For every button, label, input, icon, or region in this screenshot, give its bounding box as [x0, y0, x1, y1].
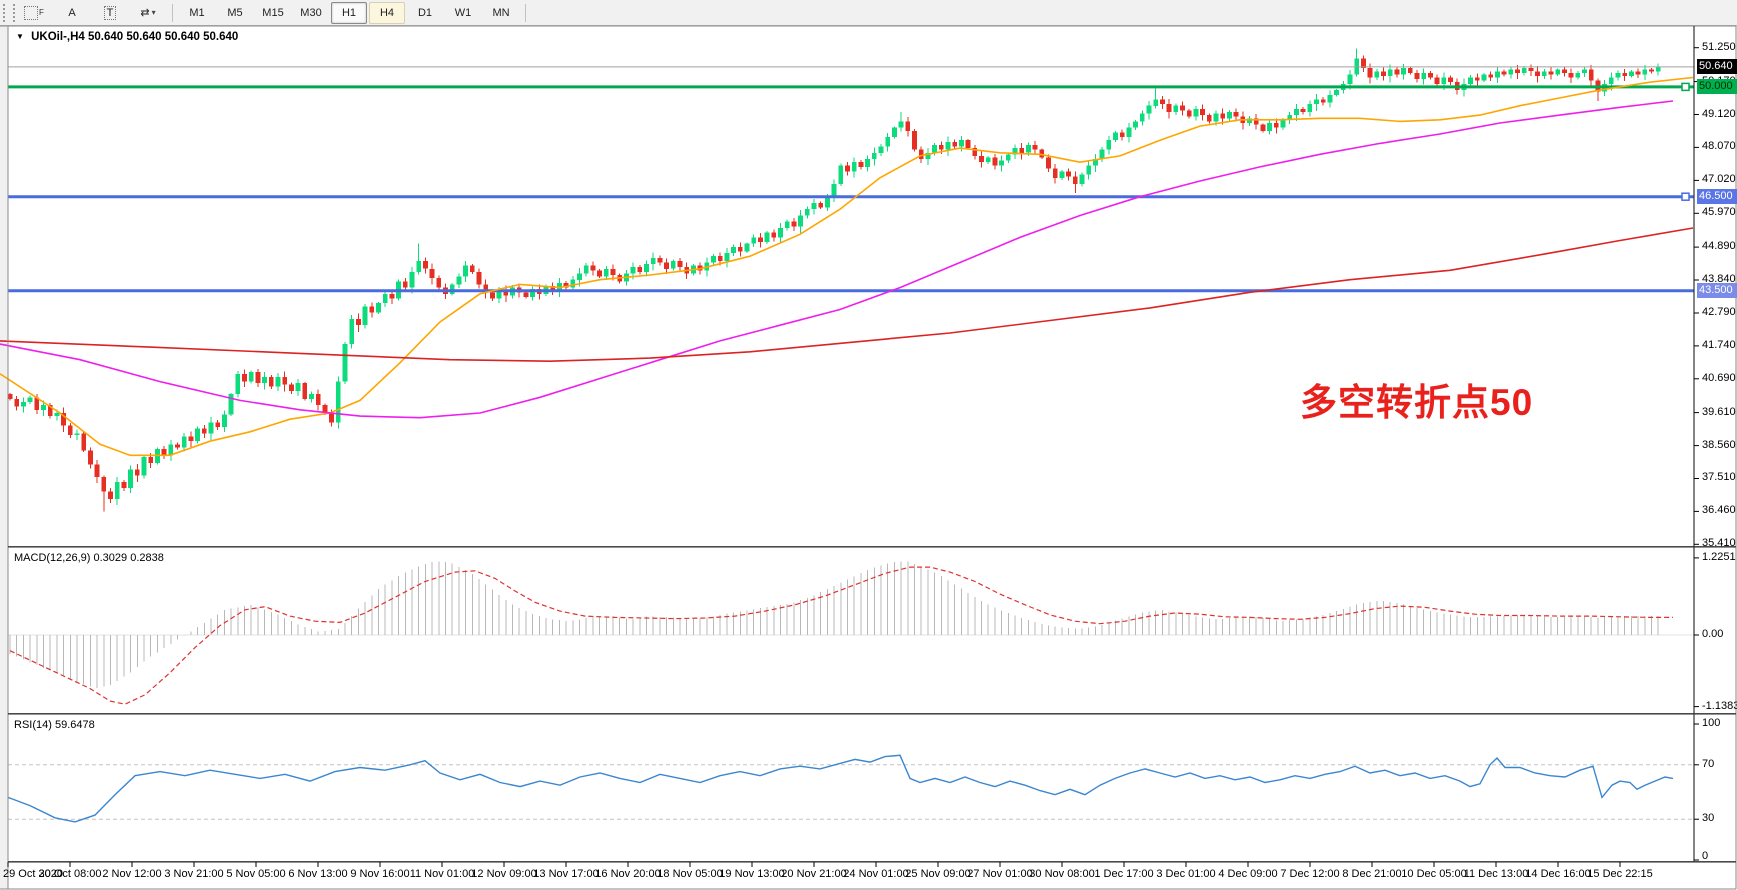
- price-tick-label: 36.460: [1702, 504, 1736, 517]
- current-price-badge: 50.640: [1697, 59, 1737, 75]
- price-tick-label: 43.840: [1702, 273, 1736, 286]
- timeframe-button-M5[interactable]: M5: [227, 6, 243, 19]
- date-label: 15 Dec 22:15: [1587, 868, 1653, 880]
- date-label: 14 Dec 16:00: [1525, 868, 1591, 880]
- ohlc-values: 50.640 50.640 50.640 50.640: [88, 31, 239, 43]
- tool-button-text-annotation[interactable]: A: [68, 6, 76, 19]
- timeframe-button-H1[interactable]: H1: [331, 1, 367, 24]
- date-label: 20 Nov 21:00: [781, 868, 847, 880]
- rsi-value: 59.6478: [54, 719, 95, 731]
- macd-panel[interactable]: [8, 547, 1694, 713]
- symbol-label: UKOil-,H4: [31, 31, 85, 43]
- timeframe-button-M15[interactable]: M15: [262, 6, 284, 19]
- rsi-tick-label: 30: [1702, 812, 1715, 825]
- timeframe-button-M1[interactable]: M1: [189, 6, 205, 19]
- price-tick-label: 51.250: [1702, 40, 1736, 53]
- rsi-tick-label: 100: [1702, 717, 1721, 729]
- date-label: 13 Nov 17:00: [533, 868, 599, 880]
- toolbar-grip[interactable]: [3, 3, 15, 22]
- date-label: 10 Dec 05:00: [1401, 868, 1467, 880]
- date-label: 6 Nov 13:00: [288, 868, 348, 880]
- dropdown-caret-icon[interactable]: ▾: [151, 8, 156, 17]
- price-tick-label: 35.410: [1702, 537, 1736, 550]
- timeframe-button-M30[interactable]: M30: [300, 6, 322, 19]
- rsi-panel[interactable]: [8, 714, 1694, 861]
- date-label: 11 Dec 13:00: [1463, 868, 1529, 880]
- timeframe-button-H4[interactable]: H4: [369, 1, 405, 24]
- rsi-tick-label: 0: [1702, 850, 1709, 862]
- date-label: 5 Nov 05:00: [226, 868, 286, 880]
- timeframe-button-W1[interactable]: W1: [454, 6, 472, 19]
- date-label: 29 Oct 2020: [3, 868, 63, 880]
- macd-tick-label: -1.1383: [1702, 699, 1737, 712]
- price-tick-label: 41.740: [1702, 338, 1736, 351]
- chart-title: ▼ UKOil-,H4 50.640 50.640 50.640 50.640: [16, 31, 238, 43]
- grid-icon: [24, 5, 39, 20]
- blue-level-badge-43500: 43.500: [1697, 283, 1737, 299]
- date-label: 3 Dec 01:00: [1156, 868, 1216, 880]
- toolbar-separator: [172, 3, 173, 22]
- date-label: 30 Oct 08:00: [38, 868, 102, 880]
- date-label: 4 Dec 09:00: [1218, 868, 1278, 880]
- date-label: 9 Nov 16:00: [350, 868, 410, 880]
- price-tick-label: 37.510: [1702, 471, 1736, 484]
- blue-level-badge-46500: 46.500: [1697, 189, 1737, 205]
- toolbar-separator-2: [525, 3, 526, 22]
- tool-buttons-group: F A T ⇄ ▾: [15, 2, 167, 24]
- timeframe-button-D1[interactable]: D1: [417, 6, 433, 19]
- price-tick-label: 38.560: [1702, 438, 1736, 451]
- timeframe-buttons-group: M1 M5 M15 M30 H1 H4 D1 W1 MN: [178, 1, 520, 24]
- price-tick-label: 48.070: [1702, 140, 1736, 153]
- date-label: 7 Dec 12:00: [1280, 868, 1340, 880]
- macd-tick-label: 1.2251: [1702, 550, 1736, 563]
- date-label: 19 Nov 13:00: [719, 868, 785, 880]
- chart-text-annotation[interactable]: 多空转折点50: [1300, 382, 1534, 423]
- price-tick-label: 45.970: [1702, 206, 1736, 219]
- price-tick-label: 44.890: [1702, 240, 1736, 253]
- price-tick-label: 49.120: [1702, 107, 1736, 120]
- rsi-tick-label: 70: [1702, 757, 1715, 770]
- main-chart-panel[interactable]: [8, 26, 1694, 546]
- date-label: 18 Nov 05:00: [657, 868, 723, 880]
- green-level-badge: 50.000: [1697, 79, 1737, 95]
- date-label: 30 Nov 08:00: [1029, 868, 1095, 880]
- tool-button-text-box[interactable]: T: [92, 2, 128, 24]
- date-label: 2 Nov 12:00: [102, 868, 162, 880]
- tool-button-chart-shift[interactable]: F: [16, 2, 52, 24]
- collapse-caret-icon[interactable]: ▼: [16, 32, 24, 41]
- macd-signal-value: 0.2838: [130, 552, 164, 564]
- date-label: 12 Nov 09:00: [471, 868, 537, 880]
- date-label: 27 Nov 01:00: [967, 868, 1033, 880]
- date-label: 11 Nov 01:00: [409, 868, 475, 880]
- timeframe-button-MN[interactable]: MN: [492, 6, 510, 19]
- date-label: 8 Dec 21:00: [1342, 868, 1402, 880]
- price-tick-label: 40.690: [1702, 371, 1736, 384]
- macd-tick-label: 0.00: [1702, 628, 1724, 640]
- rsi-indicator-label: RSI(14) 59.6478: [14, 719, 95, 731]
- date-label: 25 Nov 09:00: [905, 868, 971, 880]
- macd-indicator-label: MACD(12,26,9) 0.3029 0.2838: [14, 552, 164, 564]
- date-label: 1 Dec 17:00: [1094, 868, 1154, 880]
- tool-button-arrow-tools[interactable]: ⇄ ▾: [140, 7, 156, 19]
- date-label: 24 Nov 01:00: [843, 868, 909, 880]
- price-tick-label: 39.610: [1702, 405, 1736, 418]
- price-tick-label: 42.790: [1702, 305, 1736, 318]
- date-label: 16 Nov 20:00: [595, 868, 661, 880]
- macd-main-value: 0.3029: [93, 552, 128, 564]
- date-label: 3 Nov 21:00: [164, 868, 224, 880]
- price-tick-label: 47.020: [1702, 173, 1736, 186]
